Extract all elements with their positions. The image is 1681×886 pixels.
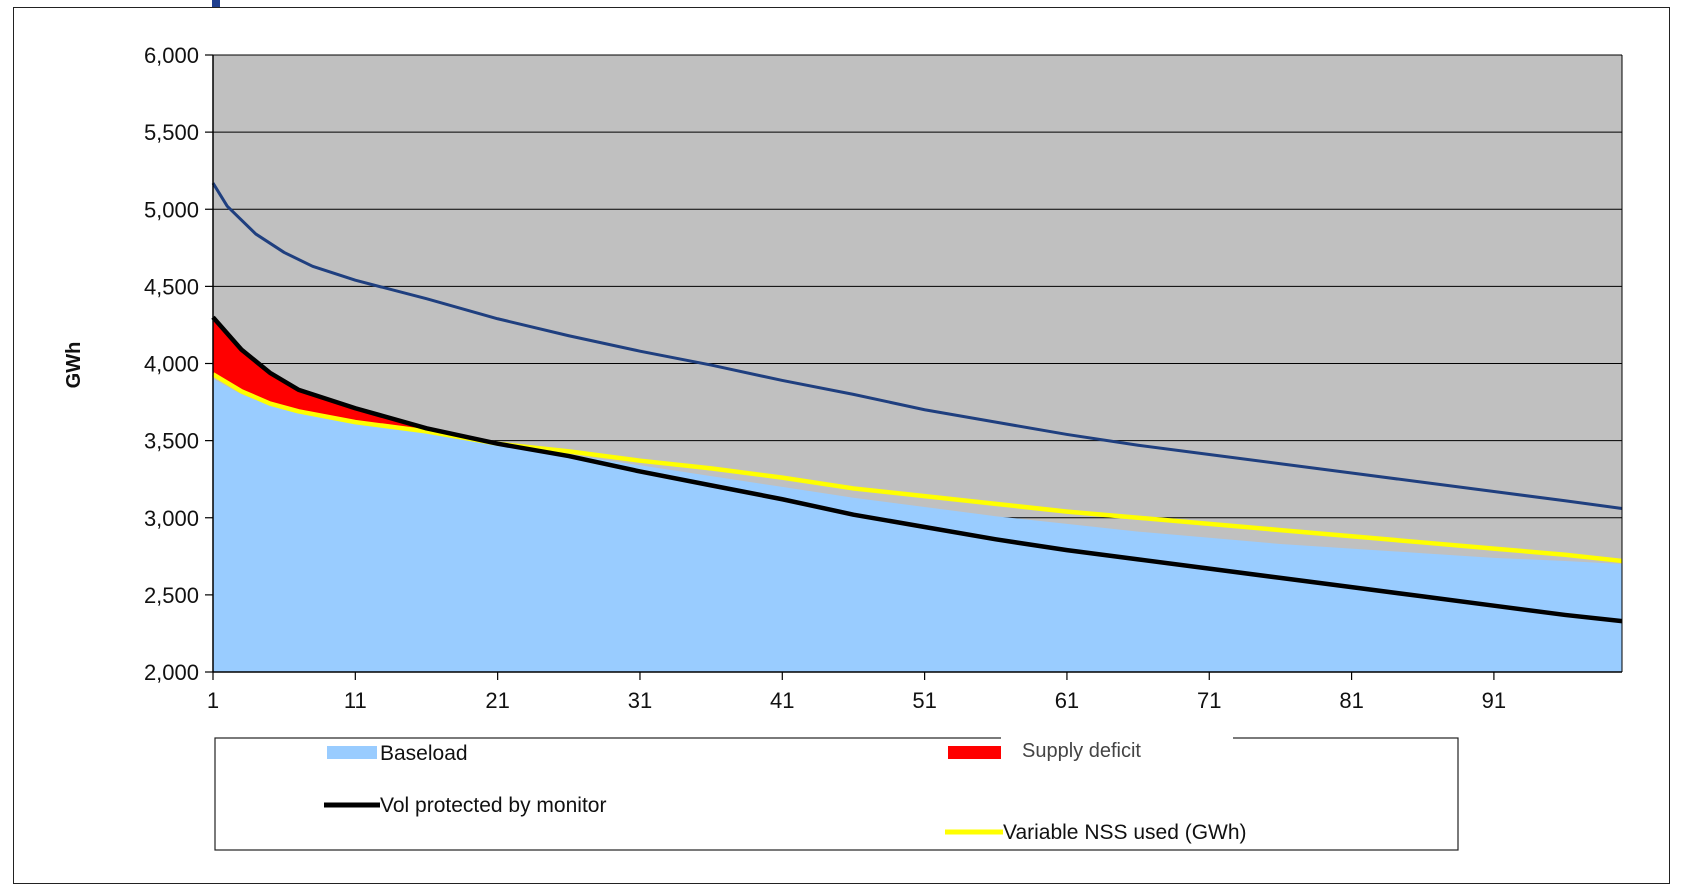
x-tick-label: 21 [485,688,509,713]
x-tick-label: 31 [628,688,652,713]
legend: Baseload Supply deficit Vol protected by… [214,730,1459,851]
y-tick-label: 4,000 [144,352,199,377]
series-lines [211,182,1623,624]
legend-box [214,737,1459,851]
legend-label-baseload: Baseload [380,742,468,765]
area-supply-deficit [213,318,498,444]
y-tick-label: 4,500 [144,274,199,299]
y-tick-label: 5,000 [144,197,199,222]
legend-swatch-supply-deficit [948,746,1001,759]
x-tick-label: 1 [207,688,219,713]
x-tick-label: 91 [1482,688,1506,713]
header-accent-mark [212,0,220,8]
x-tick-label: 11 [344,688,367,713]
y-tick-label: 3,000 [144,506,199,531]
x-tick-label: 51 [912,688,936,713]
legend-label-vol-protected: Vol protected by monitor [380,794,606,817]
x-tick-label: 71 [1197,688,1221,713]
y-tick-labels: 2,000 2,500 3,000 3,500 4,000 4,500 5,000 5,500… [144,43,213,685]
y-tick-label: 3,500 [144,429,199,454]
x-tick-label: 41 [770,688,794,713]
y-tick-label: 6,000 [144,43,199,68]
x-tick-labels: 1 11 21 31 41 51 61 71 81 91 [207,672,1506,713]
x-tick-label: 61 [1055,688,1079,713]
line-vol-protected-by-monitor [211,315,1623,624]
y-tick-label: 2,500 [144,583,199,608]
y-tick-label: 5,500 [144,120,199,145]
y-tick-label: 2,000 [144,660,199,685]
legend-label-supply-deficit: Supply deficit [1022,740,1141,762]
line-variable-nss-used-gwh [211,372,1623,564]
legend-swatch-baseload [327,746,377,759]
x-tick-label: 81 [1339,688,1363,713]
line-series [211,182,1623,510]
y-axis-label: GWh [63,342,85,389]
legend-box-gap [1001,730,1233,744]
legend-label-variable-nss: Variable NSS used (GWh) [1003,821,1247,844]
